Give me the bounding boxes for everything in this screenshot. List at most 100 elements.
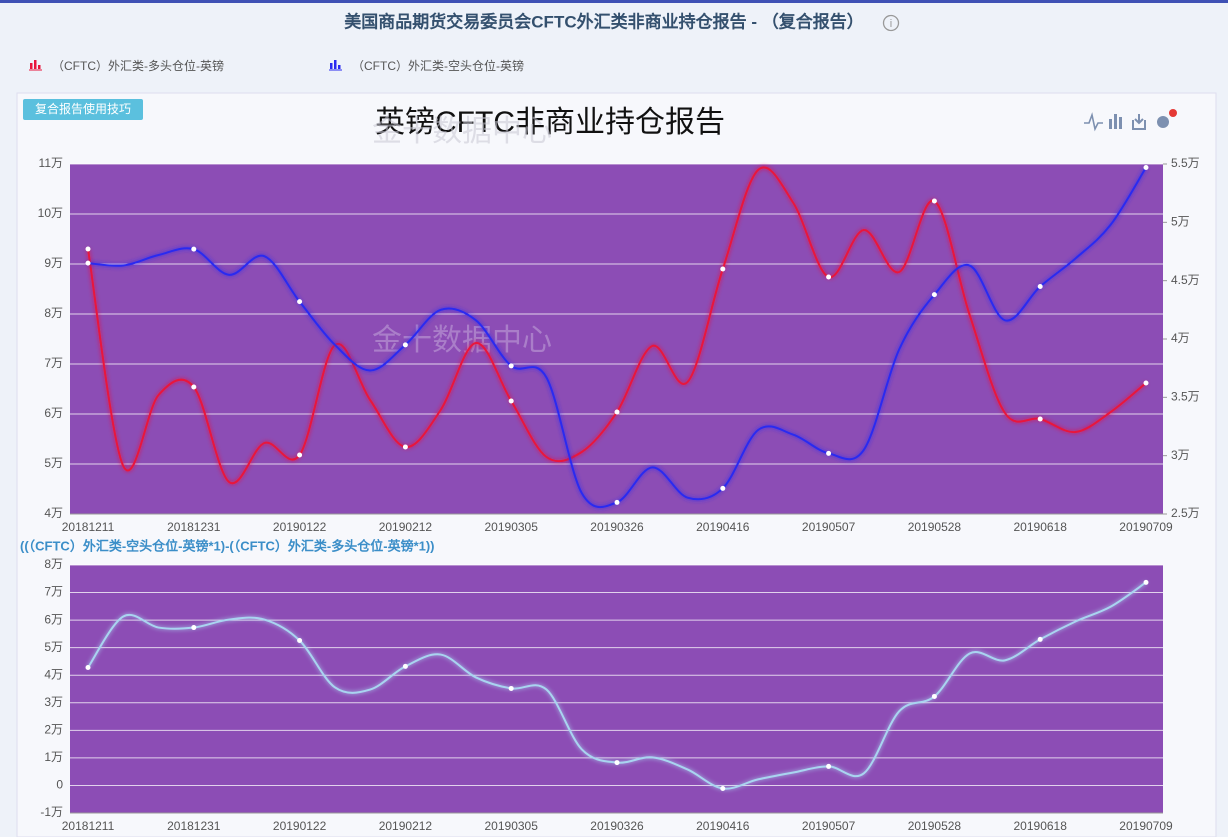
y-tick-label: 11万 [39,156,63,170]
badge [1169,109,1177,117]
legend-item[interactable]: （CFTC）外汇类-空头仓位-英镑 [329,58,524,73]
y-tick-label: 1万 [44,750,63,764]
y-tick-label: 4万 [44,506,63,520]
data-point [508,685,514,691]
watermark: 金十数据中心 [372,115,552,148]
data-point [85,246,91,252]
data-point [720,485,726,491]
x-tick-label: 20190507 [802,520,856,534]
toolbar [1084,109,1177,132]
data-point [931,292,937,298]
x-tick-label: 20181231 [167,520,221,534]
data-point [191,625,197,631]
y-tick-label: 8万 [44,557,63,571]
data-point [931,198,937,204]
data-point [1143,165,1149,170]
x-tick-label: 20190326 [590,520,644,534]
x-tick-label: 20181211 [62,819,115,833]
y-tick-label: 7万 [44,356,63,370]
data-point [826,763,832,769]
legend-item[interactable]: （CFTC）外汇类-多头仓位-英镑 [29,58,224,73]
data-point [614,499,620,505]
y2-tick-label: 4万 [1171,331,1190,345]
x-tick-label: 20190212 [379,819,433,833]
y-tick-label: 3万 [44,695,63,709]
data-point [508,363,514,369]
y-tick-label: 6万 [44,406,63,420]
legend-swatch [338,65,341,69]
data-point [402,663,408,669]
x-tick-label: 20190709 [1119,819,1173,833]
data-point [297,452,303,458]
page-title: 美国商品期货交易委员会CFTC外汇类非商业持仓报告 - （复合报告） [344,11,863,31]
x-tick-label: 20190416 [696,520,750,534]
line-icon[interactable] [1084,112,1103,132]
plot-area [70,565,1163,813]
y2-tick-label: 2.5万 [1171,506,1200,520]
data-point [85,665,91,671]
x-tick-label: 20190212 [379,520,433,534]
x-tick-label: 20190507 [802,819,856,833]
data-point [191,384,197,390]
data-point [614,760,620,766]
data-point [402,342,408,348]
legend-swatch [330,63,333,69]
plot-area [70,164,1163,514]
data-point [1037,636,1043,642]
x-tick-label: 20190528 [908,819,962,833]
data-point [614,409,620,415]
download-icon[interactable] [1132,114,1146,130]
data-point [1037,284,1043,289]
data-point [402,444,408,450]
x-tick-label: 20190122 [273,819,327,833]
y-tick-label: 5万 [44,456,63,470]
y-tick-label: 10万 [38,206,63,220]
x-tick-label: 20190618 [1014,520,1068,534]
data-point [1143,380,1149,386]
tips-button[interactable] [23,99,143,120]
x-tick-label: 20190326 [590,819,644,833]
legend-swatch [34,60,37,69]
y2-tick-label: 3万 [1171,448,1190,462]
x-tick-label: 20190305 [485,819,539,833]
y2-tick-label: 3.5万 [1171,390,1200,404]
data-point [1037,416,1043,422]
x-tick-label: 20190305 [485,520,539,534]
data-point [297,638,303,644]
y-tick-label: 4万 [44,667,63,681]
y-tick-label: 0 [56,778,63,792]
legend-swatch [334,60,337,69]
legend-label: （CFTC）外汇类-多头仓位-英镑 [52,58,224,73]
data-point [191,246,197,252]
y2-tick-label: 5.5万 [1171,156,1200,170]
data-point [85,260,91,266]
bar-icon[interactable] [1109,114,1122,129]
x-tick-label: 20181211 [62,520,115,534]
y-tick-label: 2万 [44,723,63,737]
x-tick-label: 20181231 [167,819,221,833]
legend-swatch [30,63,33,69]
x-tick-label: 20190416 [696,819,750,833]
y-tick-label: 6万 [44,612,63,626]
series-line [87,166,1147,509]
data-point [508,398,514,404]
top-border [0,0,1228,3]
data-point [1143,579,1149,585]
info-icon[interactable]: i [882,14,900,32]
x-tick-label: 20190528 [908,520,962,534]
legend-swatch [38,65,41,69]
x-tick-label: 20190618 [1014,819,1068,833]
y2-tick-label: 5万 [1171,215,1190,229]
data-point [826,450,832,456]
data-point [297,299,303,305]
tips-button-label[interactable]: 复合报告使用技巧 [35,101,131,116]
y2-tick-label: 4.5万 [1171,273,1200,287]
settings-icon[interactable] [1157,116,1169,128]
y-tick-label: 5万 [44,640,63,654]
watermark: 金十数据中心 [372,324,552,357]
data-point [826,274,832,280]
legend-label: （CFTC）外汇类-空头仓位-英镑 [352,58,524,73]
y-tick-label: -1万 [40,805,63,819]
